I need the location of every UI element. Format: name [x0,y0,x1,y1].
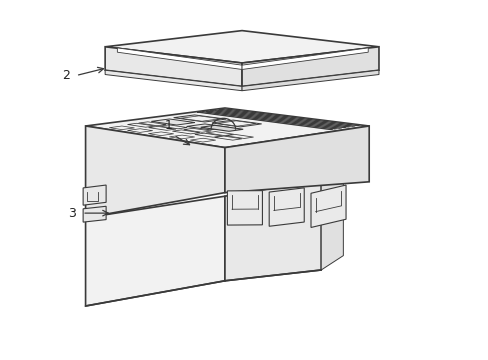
Polygon shape [194,133,222,137]
Polygon shape [214,136,242,140]
Polygon shape [105,70,242,91]
Polygon shape [117,48,242,69]
Polygon shape [310,185,346,228]
Polygon shape [139,122,166,126]
Polygon shape [218,109,354,126]
Polygon shape [206,132,233,136]
Polygon shape [224,180,321,281]
Text: 2: 2 [62,69,70,82]
Polygon shape [127,123,155,127]
Polygon shape [210,110,346,128]
Polygon shape [321,175,343,270]
Polygon shape [83,185,106,205]
Polygon shape [180,116,220,121]
Polygon shape [197,112,332,130]
Text: 1: 1 [164,120,172,132]
Polygon shape [225,134,253,139]
Polygon shape [214,110,350,127]
Polygon shape [242,47,378,86]
Polygon shape [268,188,304,226]
Polygon shape [242,48,367,69]
Polygon shape [224,126,368,193]
Polygon shape [172,130,200,134]
Polygon shape [242,70,378,91]
Polygon shape [85,108,368,148]
Polygon shape [148,126,176,130]
Polygon shape [186,124,228,130]
Polygon shape [85,126,224,218]
Polygon shape [211,120,261,127]
Polygon shape [83,206,106,222]
Polygon shape [105,47,242,86]
Polygon shape [109,126,134,130]
Polygon shape [151,119,195,125]
Polygon shape [223,109,359,126]
Polygon shape [205,111,341,129]
Polygon shape [200,125,243,131]
Polygon shape [85,196,224,306]
Polygon shape [127,129,152,132]
Polygon shape [227,191,262,225]
Polygon shape [173,115,225,122]
Polygon shape [169,135,194,139]
Polygon shape [105,31,378,63]
Polygon shape [201,112,337,129]
Text: 3: 3 [68,207,76,220]
Polygon shape [148,132,173,136]
Polygon shape [190,138,215,142]
Polygon shape [160,125,187,129]
Polygon shape [183,129,211,132]
Polygon shape [217,121,255,126]
